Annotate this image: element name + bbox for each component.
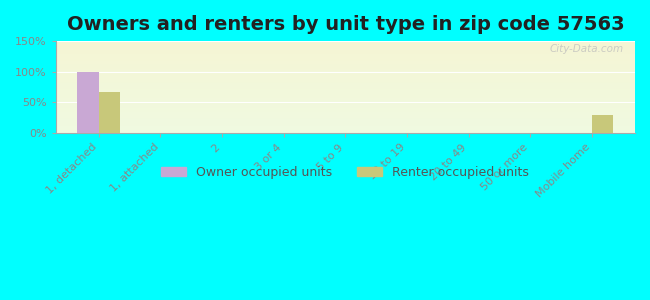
Bar xyxy=(56,76,635,77)
Bar xyxy=(56,102,635,103)
Bar xyxy=(56,70,635,71)
Title: Owners and renters by unit type in zip code 57563: Owners and renters by unit type in zip c… xyxy=(66,15,624,34)
Bar xyxy=(56,52,635,53)
Bar xyxy=(56,51,635,52)
Bar xyxy=(56,107,635,108)
Bar xyxy=(56,91,635,92)
Bar xyxy=(56,74,635,75)
Bar xyxy=(56,103,635,104)
Bar xyxy=(56,111,635,112)
Bar xyxy=(56,62,635,63)
Bar xyxy=(56,98,635,99)
Bar xyxy=(56,60,635,61)
Bar xyxy=(56,42,635,43)
Legend: Owner occupied units, Renter occupied units: Owner occupied units, Renter occupied un… xyxy=(157,161,534,184)
Bar xyxy=(56,86,635,87)
Bar xyxy=(56,88,635,89)
Bar xyxy=(56,47,635,48)
Bar xyxy=(56,125,635,126)
Bar xyxy=(592,115,614,133)
Bar xyxy=(56,57,635,58)
Bar xyxy=(56,132,635,133)
Bar xyxy=(56,46,635,47)
Bar xyxy=(56,87,635,88)
Bar xyxy=(56,41,635,42)
Bar xyxy=(56,72,635,73)
Bar xyxy=(56,110,635,111)
Bar xyxy=(56,45,635,46)
Bar xyxy=(56,75,635,76)
Bar xyxy=(56,130,635,131)
Bar xyxy=(56,100,635,101)
Bar xyxy=(56,82,635,83)
Bar xyxy=(56,105,635,106)
Bar xyxy=(56,56,635,57)
Bar xyxy=(56,89,635,90)
Bar xyxy=(56,120,635,121)
Bar xyxy=(56,131,635,132)
Bar xyxy=(56,55,635,56)
Bar xyxy=(56,53,635,54)
Bar xyxy=(56,48,635,49)
Bar xyxy=(56,104,635,105)
Bar xyxy=(56,123,635,124)
Bar xyxy=(56,128,635,129)
Bar xyxy=(56,119,635,120)
Bar xyxy=(56,64,635,65)
Bar xyxy=(56,129,635,130)
Bar xyxy=(56,122,635,123)
Bar xyxy=(56,54,635,55)
Bar xyxy=(56,113,635,114)
Bar xyxy=(56,69,635,70)
Bar xyxy=(56,43,635,44)
Bar xyxy=(56,85,635,86)
Bar xyxy=(56,95,635,96)
Bar xyxy=(56,121,635,122)
Bar xyxy=(56,44,635,45)
Bar xyxy=(99,92,120,133)
Bar xyxy=(56,63,635,64)
Bar xyxy=(56,117,635,118)
Bar xyxy=(56,101,635,102)
Bar xyxy=(56,118,635,119)
Bar xyxy=(56,68,635,69)
Bar xyxy=(56,67,635,68)
Bar xyxy=(56,77,635,78)
Bar xyxy=(56,59,635,60)
Bar xyxy=(56,49,635,50)
Bar xyxy=(56,92,635,93)
Bar xyxy=(56,116,635,117)
Bar xyxy=(56,78,635,79)
Bar xyxy=(56,114,635,115)
Text: City-Data.com: City-Data.com xyxy=(549,44,623,54)
Bar xyxy=(56,65,635,66)
Bar xyxy=(56,83,635,84)
Bar xyxy=(56,112,635,113)
Bar xyxy=(56,84,635,85)
Bar xyxy=(56,50,635,51)
Bar xyxy=(56,80,635,81)
Bar xyxy=(56,94,635,95)
Bar xyxy=(56,126,635,127)
Bar xyxy=(56,99,635,100)
Bar xyxy=(56,97,635,98)
Bar xyxy=(56,106,635,107)
Bar xyxy=(56,115,635,116)
Bar xyxy=(56,79,635,80)
Bar xyxy=(56,93,635,94)
Bar xyxy=(56,71,635,72)
Bar xyxy=(77,72,99,133)
Bar xyxy=(56,96,635,97)
Bar xyxy=(56,109,635,110)
Bar xyxy=(56,66,635,67)
Bar xyxy=(56,124,635,125)
Bar xyxy=(56,90,635,91)
Bar xyxy=(56,61,635,62)
Bar xyxy=(56,73,635,74)
Bar xyxy=(56,58,635,59)
Bar xyxy=(56,81,635,82)
Bar xyxy=(56,127,635,128)
Bar xyxy=(56,108,635,109)
